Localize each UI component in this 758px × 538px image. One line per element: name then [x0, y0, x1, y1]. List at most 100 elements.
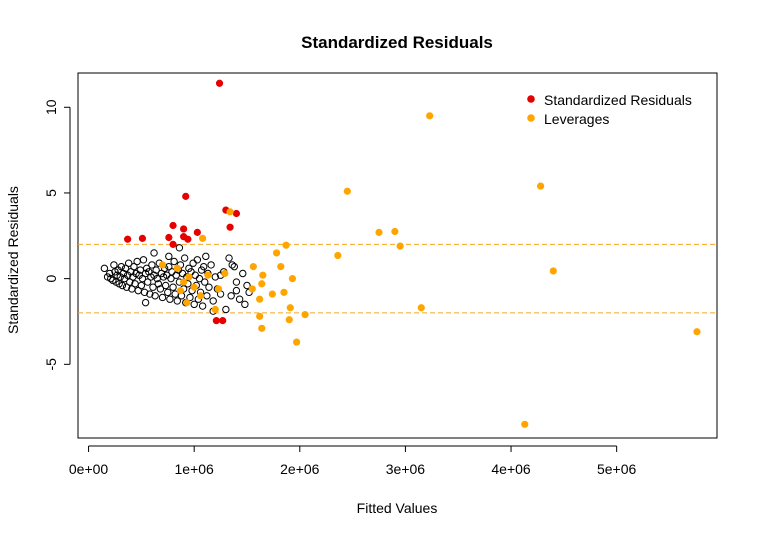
data-point [232, 209, 241, 218]
data-point [122, 283, 131, 291]
data-point [227, 292, 235, 300]
data-point [211, 305, 219, 314]
data-point [173, 297, 181, 305]
data-point [521, 420, 529, 428]
data-point [133, 257, 141, 266]
data-point [169, 240, 177, 248]
data-point [277, 263, 285, 271]
data-point [205, 283, 213, 291]
data-point [212, 317, 220, 325]
data-point [165, 252, 173, 261]
data-point [288, 275, 297, 283]
data-point [140, 288, 149, 297]
data-point [121, 264, 130, 273]
data-point [184, 235, 192, 243]
data-point [169, 283, 177, 291]
data-point [161, 281, 170, 290]
x-tick-label: 1e+06 [175, 461, 215, 477]
data-point [230, 262, 239, 271]
x-tick-label: 2e+06 [280, 461, 320, 477]
legend-label: Leverages [544, 111, 609, 127]
x-tick-label: 4e+06 [491, 461, 531, 477]
series-2 [158, 112, 701, 428]
data-point [170, 257, 178, 266]
data-point [158, 293, 167, 302]
data-point [191, 271, 199, 279]
series-0 [100, 244, 253, 315]
data-point [175, 244, 184, 252]
data-point [105, 269, 114, 278]
data-point [137, 281, 146, 290]
data-point [180, 225, 188, 233]
data-point [256, 312, 264, 320]
x-axis-label: Fitted Values [357, 500, 438, 516]
data-point [139, 256, 148, 264]
data-point [203, 292, 211, 300]
data-point [190, 300, 198, 309]
x-tick-label: 3e+06 [386, 461, 426, 477]
data-point [375, 228, 383, 236]
data-point [537, 182, 545, 190]
data-point [226, 208, 234, 216]
data-point [549, 267, 557, 275]
data-point [202, 252, 210, 261]
plot-area: 0e+00 1e+06 2e+06 3e+06 4e+06 5e+06 -5 0 5 10 [43, 72, 718, 477]
data-point [117, 262, 126, 271]
data-point [256, 295, 264, 303]
data-point [156, 285, 165, 293]
data-point [189, 259, 197, 267]
y-tick-label: 0 [43, 275, 59, 283]
data-point [198, 302, 207, 310]
data-point [190, 283, 198, 291]
data-point [124, 259, 133, 267]
data-point [243, 281, 251, 290]
data-point [693, 328, 701, 336]
data-point [148, 261, 156, 269]
data-point [164, 288, 172, 297]
data-point [167, 274, 175, 283]
data-point [221, 269, 229, 278]
data-point [232, 278, 241, 286]
data-point [144, 278, 152, 286]
data-point [201, 278, 209, 286]
data-point [209, 297, 217, 305]
data-point [248, 285, 256, 293]
y-tick-label: 10 [43, 99, 59, 115]
data-point [219, 317, 227, 325]
x-tick-label: 0e+00 [69, 461, 109, 477]
data-point [301, 311, 309, 319]
data-point [249, 263, 257, 271]
data-point [239, 269, 247, 278]
data-point [176, 287, 185, 295]
data-point [426, 112, 434, 120]
data-point [232, 286, 241, 295]
data-point [259, 271, 267, 279]
data-point [199, 234, 207, 242]
data-point [185, 273, 193, 281]
data-point [225, 254, 233, 262]
data-point [178, 269, 187, 278]
data-point [343, 187, 351, 195]
data-point [118, 281, 127, 290]
data-point [195, 274, 204, 283]
data-point [151, 292, 159, 300]
legend: Standardized Residuals Leverages [527, 92, 692, 127]
data-point [280, 288, 288, 296]
data-point [241, 300, 249, 309]
data-point [282, 241, 290, 249]
data-point [152, 266, 160, 274]
data-point [258, 324, 266, 332]
data-point [396, 242, 404, 250]
data-point [391, 227, 399, 236]
data-point [268, 290, 276, 298]
data-point [182, 192, 190, 200]
data-point [272, 249, 281, 257]
data-point [293, 338, 301, 346]
data-point [110, 261, 118, 269]
y-tick-label: -5 [43, 358, 59, 371]
data-point [228, 261, 236, 269]
data-point [258, 280, 266, 288]
data-point [124, 235, 132, 243]
data-point [107, 274, 115, 283]
